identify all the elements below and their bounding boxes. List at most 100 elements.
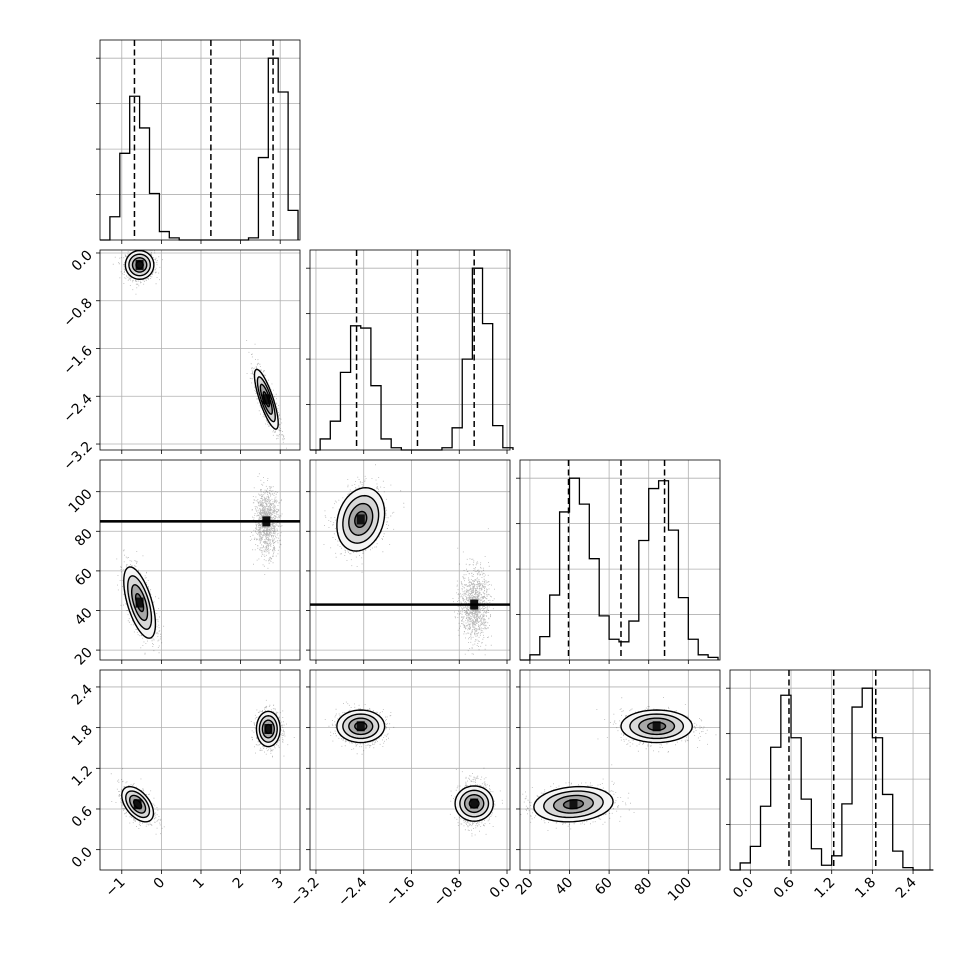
scatter-panel [99, 669, 301, 871]
contour-line [129, 794, 147, 814]
density-peak [135, 597, 144, 608]
contour-line [336, 487, 386, 552]
contour-line [543, 790, 604, 819]
y-tick-label: 1.2 [69, 763, 96, 790]
scatter-panel [99, 249, 301, 451]
x-tick-label: 40 [552, 875, 576, 899]
contour-line [342, 713, 380, 740]
contour-line [255, 710, 281, 748]
y-tick-label: 0.6 [69, 803, 96, 830]
panel-frame [99, 459, 301, 661]
density-peak [356, 514, 365, 525]
density-peak [135, 259, 144, 270]
contour-line [262, 391, 271, 408]
x-tick-label: 3 [269, 875, 287, 893]
contour-line [124, 250, 155, 280]
contour-line [463, 794, 485, 814]
panel-frame [309, 459, 511, 661]
x-tick-label: −2.4 [335, 874, 370, 909]
x-tick-label: 0.6 [771, 874, 798, 901]
histogram-steps [730, 687, 934, 871]
scatter-area [100, 670, 300, 870]
contour-line [342, 494, 380, 544]
x-tick-label: 0.0 [487, 875, 514, 902]
x-tick-label: 80 [632, 875, 656, 899]
contour-line [354, 510, 368, 529]
panel-frame [309, 249, 511, 451]
y-tick-label: 2.4 [69, 681, 96, 708]
density-peak [264, 723, 273, 734]
panel-frame [309, 669, 511, 871]
scatter-panel [516, 669, 721, 871]
histogram-panel [306, 249, 514, 451]
x-tick-label: 1.2 [811, 875, 838, 902]
panel-frame [99, 39, 301, 241]
contour-line [459, 789, 490, 818]
scatter-area [100, 250, 300, 450]
x-tick-label: 60 [592, 875, 616, 899]
contour-line [354, 721, 368, 732]
contour-line [533, 785, 614, 823]
density-peak [652, 721, 661, 732]
panel-frame [99, 669, 301, 871]
contour-line [336, 709, 386, 744]
contour-line [552, 794, 594, 814]
contour-line [121, 785, 155, 823]
x-tick-label: 0.0 [730, 875, 757, 902]
y-tick-label: −3.2 [60, 439, 95, 474]
contour-line [253, 368, 279, 430]
histogram-steps [520, 477, 719, 661]
x-tick-label: −1 [103, 875, 129, 901]
histogram-panel [516, 459, 721, 661]
contour-line [454, 785, 494, 822]
contour-line [125, 790, 151, 819]
contour-line [629, 713, 685, 740]
contour-line [256, 376, 276, 423]
y-tick-label: 20 [72, 645, 96, 669]
contour-line [261, 719, 275, 739]
histogram-panel [96, 39, 301, 241]
y-tick-label: 100 [66, 486, 96, 516]
contour-line [348, 502, 374, 536]
x-tick-label: 0 [151, 875, 169, 893]
density-peak [356, 721, 365, 732]
contour-line [128, 253, 152, 277]
contour-line [131, 257, 148, 273]
x-tick-label: −1.6 [383, 874, 418, 909]
x-tick-label: 100 [665, 875, 695, 905]
scatter-panel [306, 459, 511, 661]
y-tick-label: −0.8 [60, 295, 95, 330]
contour-line [264, 723, 272, 735]
panel-frame [519, 669, 721, 871]
y-tick-label: −1.6 [60, 343, 95, 378]
density-peak [262, 394, 271, 405]
scatter-area [310, 670, 510, 870]
contour-line [135, 260, 144, 270]
scatter-panel [99, 459, 301, 661]
contour-line [127, 575, 153, 631]
y-tick-label: 80 [72, 526, 96, 550]
contour-line [123, 566, 157, 639]
y-tick-label: 0.0 [69, 844, 96, 871]
contour-line [348, 717, 374, 736]
contour-line [134, 592, 145, 613]
y-tick-label: 0.0 [69, 247, 96, 274]
x-tick-label: 2.4 [893, 874, 920, 901]
x-tick-label: −3.2 [287, 875, 322, 910]
x-tick-label: −0.8 [431, 875, 466, 910]
scatter-area [310, 460, 510, 660]
contour-line [647, 721, 667, 732]
contour-line [562, 799, 585, 810]
contour-line [130, 584, 149, 622]
density-peak [133, 799, 142, 810]
x-tick-label: 1 [190, 875, 208, 893]
contour-line [132, 799, 143, 810]
x-tick-label: 2 [230, 875, 248, 893]
x-tick-label: 20 [513, 875, 537, 899]
y-tick-label: −2.4 [60, 391, 95, 426]
scatter-panel [306, 669, 511, 871]
scatter-area [100, 460, 300, 660]
y-tick-label: 40 [72, 605, 96, 629]
scatter-area [520, 670, 720, 870]
